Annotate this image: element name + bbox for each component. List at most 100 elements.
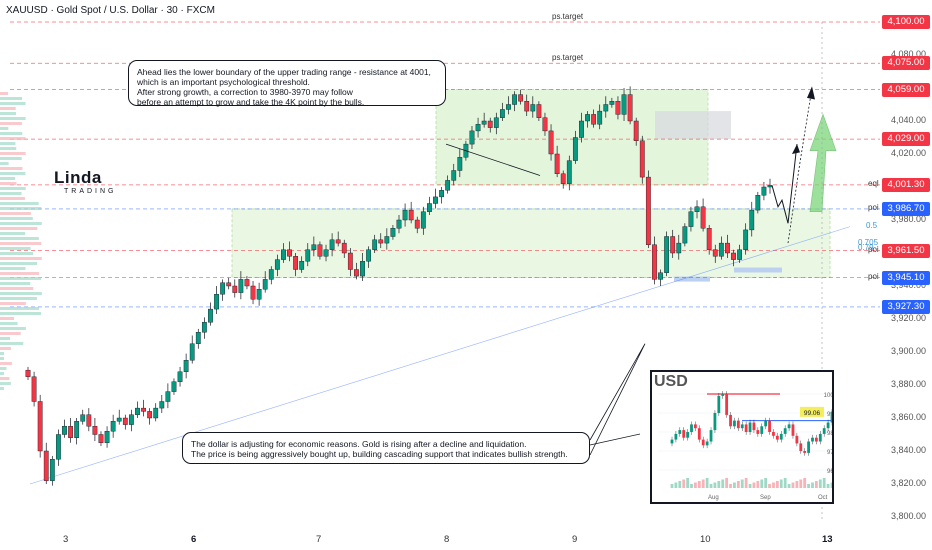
candle-body — [761, 186, 767, 196]
inset-candle-body — [690, 424, 693, 432]
volume-profile-bar — [0, 152, 26, 155]
candle-body — [451, 170, 457, 181]
candle-body — [652, 244, 657, 280]
price-tag: 4,100.00 — [882, 15, 930, 29]
projection-path — [771, 144, 798, 224]
candle-body — [621, 94, 627, 115]
dotted-arrowhead — [807, 86, 815, 100]
candle-body — [378, 239, 384, 244]
price-tick-label: 3,940.00 — [890, 280, 926, 290]
candle-body — [755, 195, 761, 211]
inset-volume-bar — [775, 481, 779, 488]
price-tick-label: 3,980.00 — [890, 214, 926, 224]
inset-volume-bar — [736, 481, 740, 488]
volume-profile-bar — [0, 252, 34, 255]
candle-body — [128, 414, 134, 425]
level-label: poi — [868, 202, 879, 212]
candle-body — [731, 252, 736, 260]
analysis-note-bottom: The dollar is adjusting for economic rea… — [182, 432, 590, 464]
candle-body — [658, 272, 663, 280]
candle-body — [427, 203, 432, 212]
candle-body — [56, 434, 61, 460]
volume-profile-bar — [0, 312, 42, 315]
candle-body — [676, 242, 682, 254]
poi-marker-right — [734, 267, 782, 273]
inset-volume-bar — [690, 484, 693, 488]
volume-profile-bar — [0, 177, 16, 180]
candle-body — [49, 459, 55, 481]
volume-profile-bar — [0, 97, 23, 100]
candle-body — [268, 269, 274, 280]
candle-body — [579, 120, 584, 138]
candle-body — [700, 206, 706, 229]
candle-body — [633, 120, 639, 141]
candle-body — [645, 176, 651, 245]
level-label: poi — [868, 244, 879, 254]
inset-last-value-tag — [800, 406, 824, 417]
candle-body — [147, 411, 153, 419]
inset-volume-bar — [740, 479, 744, 488]
volume-profile-bar — [0, 352, 4, 355]
price-tag: 3,986.70 — [882, 201, 930, 216]
candle-body — [201, 322, 207, 333]
inset-volume-bar — [764, 478, 768, 488]
candle-body — [104, 431, 110, 443]
time-tick-label: 6 — [191, 534, 197, 545]
inset-tick-label: 96.00 — [827, 469, 832, 475]
gray-imbalance-zone — [655, 111, 731, 140]
inset-tick-label: 100.00 — [824, 393, 832, 399]
candle-body — [317, 244, 323, 257]
candle-body — [92, 426, 98, 435]
inset-candle-body — [701, 439, 705, 446]
candle-body — [402, 209, 408, 221]
inset-candle-body — [791, 424, 795, 436]
brand-logo: Linda TRADING — [54, 168, 117, 195]
candle-body — [664, 236, 670, 273]
note-bottom-pointer — [589, 343, 646, 456]
candle-body — [323, 249, 329, 257]
candle-body — [195, 332, 201, 344]
candle-body — [560, 173, 566, 184]
volume-profile-bar — [0, 242, 42, 245]
candle-body — [457, 157, 463, 171]
inset-candle-body — [721, 394, 725, 396]
volume-profile-bar — [0, 297, 37, 300]
price-tick-label: 4,020.00 — [890, 148, 926, 158]
volume-profile-bar — [0, 207, 42, 210]
volume-profile-bar — [0, 357, 4, 360]
note-top-pointer — [445, 143, 541, 176]
price-tag: 3,927.30 — [882, 299, 930, 314]
chart-title: XAUUSD · Gold Spot / U.S. Dollar · 30 · … — [6, 5, 215, 16]
inset-candle-body — [795, 435, 799, 444]
inset-candle-body — [717, 395, 721, 413]
inset-tick-label: 97.00 — [827, 450, 832, 456]
candle-body — [767, 185, 773, 188]
candle-body — [262, 279, 268, 290]
candle-body — [159, 401, 165, 409]
inset-volume-bar — [772, 482, 775, 488]
inset-candle-body — [818, 433, 822, 442]
candle-body — [530, 104, 536, 112]
inset-candle-body — [725, 394, 729, 415]
level-label: poi — [868, 271, 879, 281]
inset-volume-bar — [729, 484, 732, 488]
inset-volume-bar — [705, 478, 709, 488]
level-label: ps.target — [552, 53, 584, 63]
candle-body — [287, 249, 292, 257]
volume-profile-bar — [0, 122, 22, 125]
volume-profile-bar — [0, 117, 26, 120]
volume-profile-bar — [0, 367, 7, 370]
volume-profile-bar — [0, 257, 42, 260]
candles-layer — [25, 86, 773, 486]
candle-body — [232, 285, 238, 293]
inset-volume-bar — [748, 484, 752, 488]
candle-body — [299, 261, 305, 270]
candle-body — [122, 417, 128, 425]
inset-volume-bar — [822, 478, 826, 488]
inset-candle-body — [760, 426, 764, 434]
candle-body — [554, 153, 560, 174]
candle-body — [141, 407, 146, 412]
candle-body — [281, 249, 286, 260]
candle-body — [177, 371, 183, 382]
inset-volume-bar — [701, 479, 705, 488]
